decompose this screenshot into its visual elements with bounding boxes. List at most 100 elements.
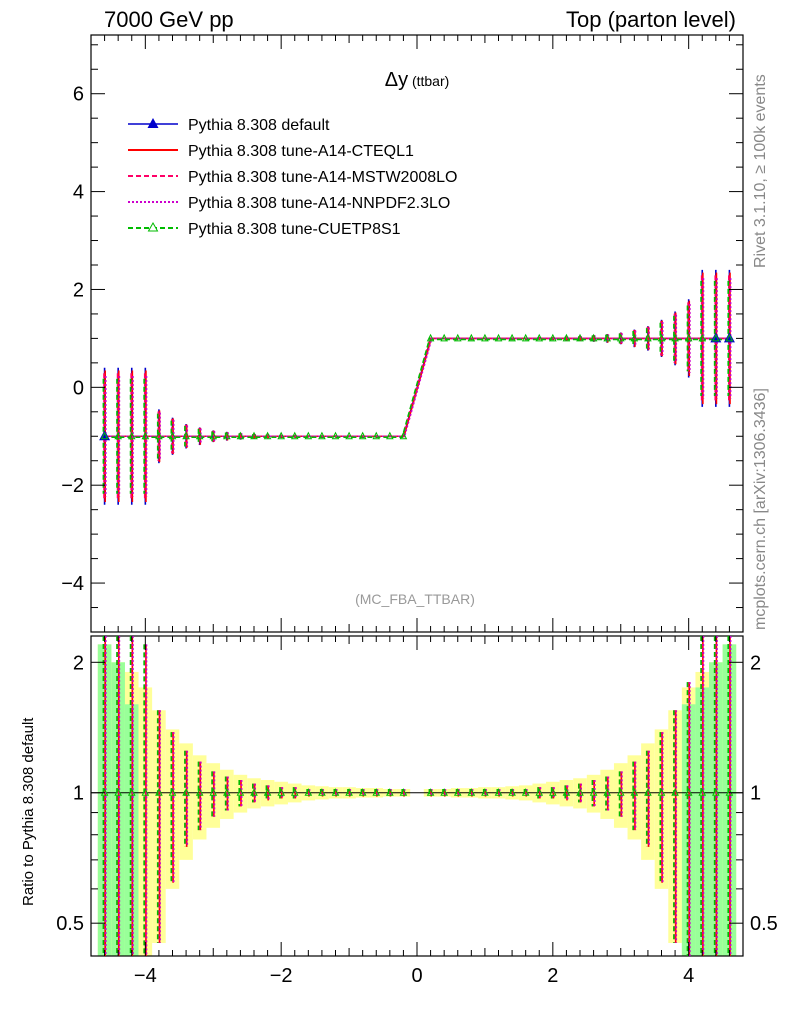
marker-cuetp8s1 [358, 431, 367, 440]
marker-cuetp8s1 [494, 333, 503, 342]
marker-cuetp8s1 [657, 333, 666, 342]
ratio-marker [304, 788, 313, 796]
marker-cuetp8s1 [698, 333, 707, 342]
xtick-label: 4 [683, 965, 694, 987]
ratio-marker [114, 788, 122, 796]
xtick-label: −2 [270, 965, 293, 987]
ratio-uncertainty-bands [97, 644, 737, 956]
ratio-marker [549, 788, 557, 796]
marker-cuetp8s1 [114, 431, 122, 440]
ratio-marker [263, 788, 272, 796]
legend-label: Pythia 8.308 default [188, 117, 330, 134]
data-series [99, 269, 735, 956]
marker-cuetp8s1 [453, 333, 462, 342]
ratio-marker [209, 788, 218, 796]
ratio-marker [712, 788, 720, 796]
ratio-marker [467, 788, 476, 796]
ratio-ytick-label-left: 2 [73, 652, 84, 674]
main-ytick-label: −4 [61, 573, 84, 595]
marker-cuetp8s1 [440, 333, 448, 342]
marker-cuetp8s1 [399, 431, 408, 440]
ratio-marker [440, 788, 448, 796]
marker-cuetp8s1 [195, 431, 204, 440]
main-ytick-label: 4 [73, 182, 84, 204]
marker-cuetp8s1 [712, 333, 720, 342]
marker-cuetp8s1 [182, 431, 190, 440]
legend-marker [147, 221, 159, 232]
ratio-marker [481, 788, 489, 796]
ratio-marker [671, 788, 679, 796]
axis-tick-labels: −4 −2 0 2 4 6 0.5 0.5 1 1 2 2 −4 −2 0 2 4 Δy (ttbar) (MC_F… [56, 69, 778, 987]
marker-cuetp8s1 [318, 431, 326, 440]
main-ytick-label: 6 [73, 84, 84, 106]
marker-cuetp8s1 [549, 333, 557, 342]
ratio-marker [562, 788, 571, 796]
marker-cuetp8s1 [168, 431, 177, 440]
ratio-marker [725, 788, 734, 796]
marker-cuetp8s1 [209, 431, 218, 440]
ratio-marker [236, 788, 245, 796]
ratio-marker [426, 788, 435, 796]
ratio-marker [290, 788, 299, 796]
marker-cuetp8s1 [100, 431, 109, 440]
ratio-marker [182, 788, 190, 796]
main-ytick-label: 0 [73, 377, 84, 399]
ratio-marker [318, 788, 326, 796]
marker-cuetp8s1 [630, 333, 639, 342]
ratio-marker [331, 788, 340, 796]
ratio-ytick-label-right: 1 [750, 783, 761, 805]
marker-cuetp8s1 [223, 431, 231, 440]
ratio-marker [494, 788, 503, 796]
marker-cuetp8s1 [331, 431, 340, 440]
ratio-marker [155, 788, 163, 796]
marker-cuetp8s1 [155, 431, 163, 440]
marker-cuetp8s1 [576, 333, 584, 342]
ratio-marker [644, 788, 652, 796]
ratio-ytick-label-left: 1 [73, 783, 84, 805]
ratio-marker [698, 788, 707, 796]
ratio-marker [223, 788, 231, 796]
ratio-marker [345, 788, 353, 796]
legend-label: Pythia 8.308 tune-A14-NNPDF2.3LO [188, 195, 450, 212]
legend: Pythia 8.308 default Pythia 8.308 tune-A1… [128, 117, 457, 238]
ratio-marker [589, 788, 598, 796]
marker-cuetp8s1 [141, 431, 150, 440]
ratio-ytick-label-right: 0.5 [750, 913, 778, 935]
ratio-ytick-label-right: 2 [750, 652, 761, 674]
marker-cuetp8s1 [589, 333, 598, 342]
ratio-marker [358, 788, 367, 796]
marker-cuetp8s1 [386, 431, 394, 440]
ratio-marker [603, 788, 611, 796]
ratio-marker [195, 788, 204, 796]
marker-cuetp8s1 [277, 431, 285, 440]
xtick-label: 2 [547, 965, 558, 987]
axis-ticks [90, 35, 744, 956]
ratio-marker [100, 788, 109, 796]
marker-cuetp8s1 [603, 333, 611, 342]
marker-cuetp8s1 [467, 333, 476, 342]
marker-cuetp8s1 [236, 431, 245, 440]
ratio-marker [616, 788, 625, 796]
ratio-marker [168, 788, 177, 796]
ratio-marker [127, 788, 136, 796]
series-line [105, 337, 731, 438]
plot-title-main: Δy [385, 69, 408, 91]
ratio-marker [521, 788, 530, 796]
ratio-ytick-label-left: 0.5 [56, 913, 84, 935]
main-ytick-label: 2 [73, 279, 84, 301]
marker-cuetp8s1 [426, 333, 435, 342]
ratio-marker [372, 788, 381, 796]
ratio-marker [684, 788, 693, 796]
legend-label: Pythia 8.308 tune-A14-CTEQL1 [188, 143, 414, 160]
marker-cuetp8s1 [562, 333, 571, 342]
ratio-marker [399, 788, 408, 796]
ratio-marker [576, 788, 584, 796]
ratio-marker [250, 788, 258, 796]
ratio-marker [630, 788, 639, 796]
marker-cuetp8s1 [481, 333, 489, 342]
ratio-marker [277, 788, 285, 796]
marker-cuetp8s1 [250, 431, 258, 440]
xtick-label: 0 [411, 965, 422, 987]
ratio-marker [657, 788, 666, 796]
